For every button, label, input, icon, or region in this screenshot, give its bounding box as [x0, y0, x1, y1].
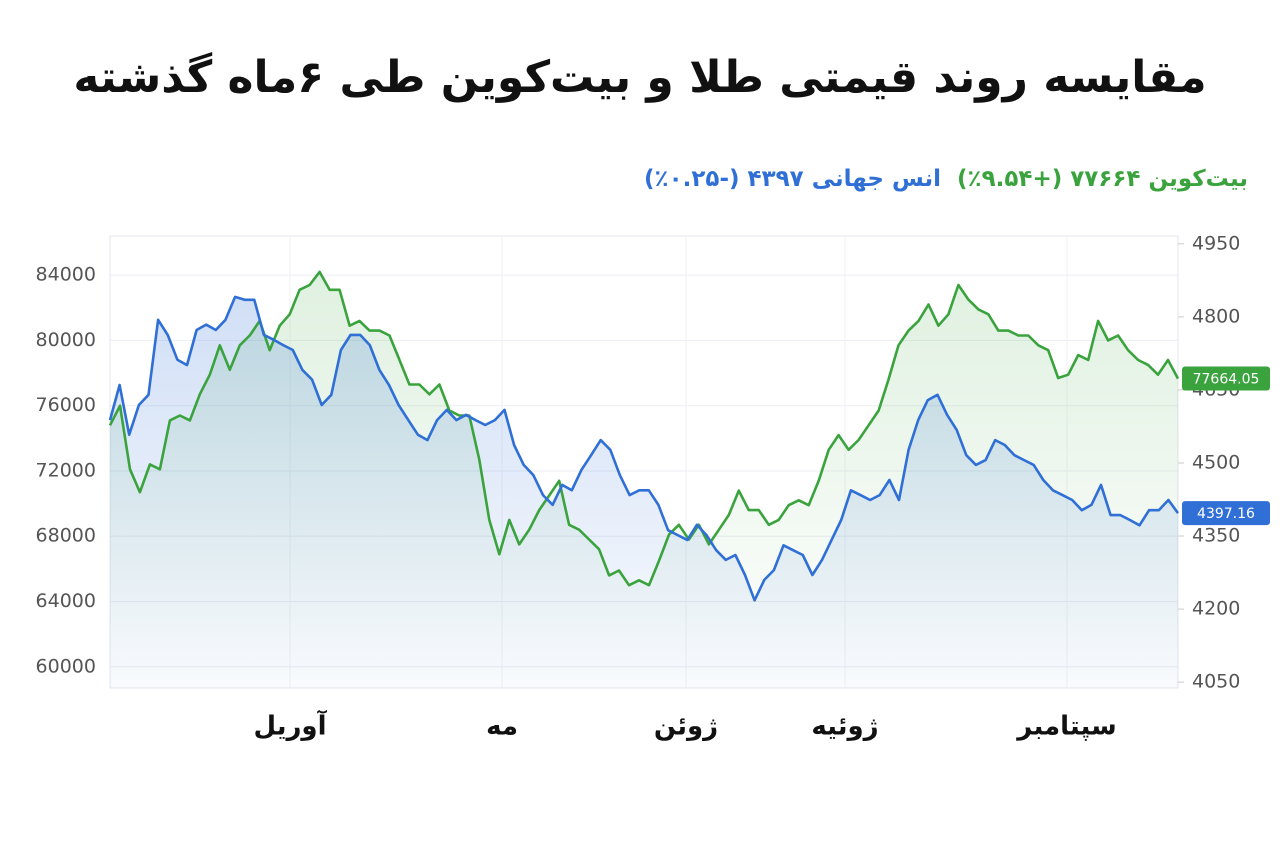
value-badge-label: 77664.05 [1193, 372, 1260, 388]
x-tick-label: ژوئیه [811, 712, 878, 742]
line [108, 270, 1180, 587]
y-tick-label: 68000 [36, 525, 96, 547]
chart-title: مقایسه روند قیمتی طلا و بیت‌کوین طی ۶ماه… [73, 52, 1207, 103]
line [108, 295, 1180, 602]
value-badge-label: 4397.16 [1197, 506, 1255, 522]
value-badge [1182, 501, 1270, 526]
y2-tick-label: 4950 [1192, 232, 1240, 254]
y-tick-label: 76000 [36, 394, 96, 416]
x-tick-label: مه [486, 712, 518, 742]
y-tick-label: 84000 [36, 264, 96, 286]
x-tick-label: سپتامبر [1015, 712, 1116, 742]
y2-tick-label: 4350 [1192, 525, 1240, 547]
y2-tick-label: 4050 [1192, 671, 1240, 693]
y2-tick-label: 4500 [1192, 451, 1240, 473]
y-tick-label: 80000 [36, 329, 96, 351]
x-tick-label: آوریل [253, 710, 327, 742]
legend-summary: ۴۳۹۷ (-۰.۲۵٪) [644, 166, 804, 192]
legend-item: انس جهانی ۴۳۹۷ (-۰.۲۵٪) [644, 166, 941, 192]
y-tick-label: 60000 [36, 655, 96, 677]
y-tick-label: 64000 [36, 590, 96, 612]
legend-name: بیت‌کوین [1148, 166, 1248, 192]
legend: بیت‌کوین ۷۷۶۶۴ (+۹.۵۴٪) انس جهانی ۴۳۹۷ (-… [628, 166, 1248, 192]
legend-name: انس جهانی [811, 166, 942, 192]
value-badge [1182, 366, 1270, 391]
y2-tick-label: 4800 [1192, 305, 1240, 327]
area [110, 296, 1178, 688]
y2-tick-label: 4200 [1192, 598, 1240, 620]
y-tick-label: 72000 [36, 459, 96, 481]
legend-summary: ۷۷۶۶۴ (+۹.۵۴٪) [957, 166, 1141, 192]
legend-item: بیت‌کوین ۷۷۶۶۴ (+۹.۵۴٪) [957, 166, 1248, 192]
x-tick-label: ژوئن [654, 712, 718, 742]
